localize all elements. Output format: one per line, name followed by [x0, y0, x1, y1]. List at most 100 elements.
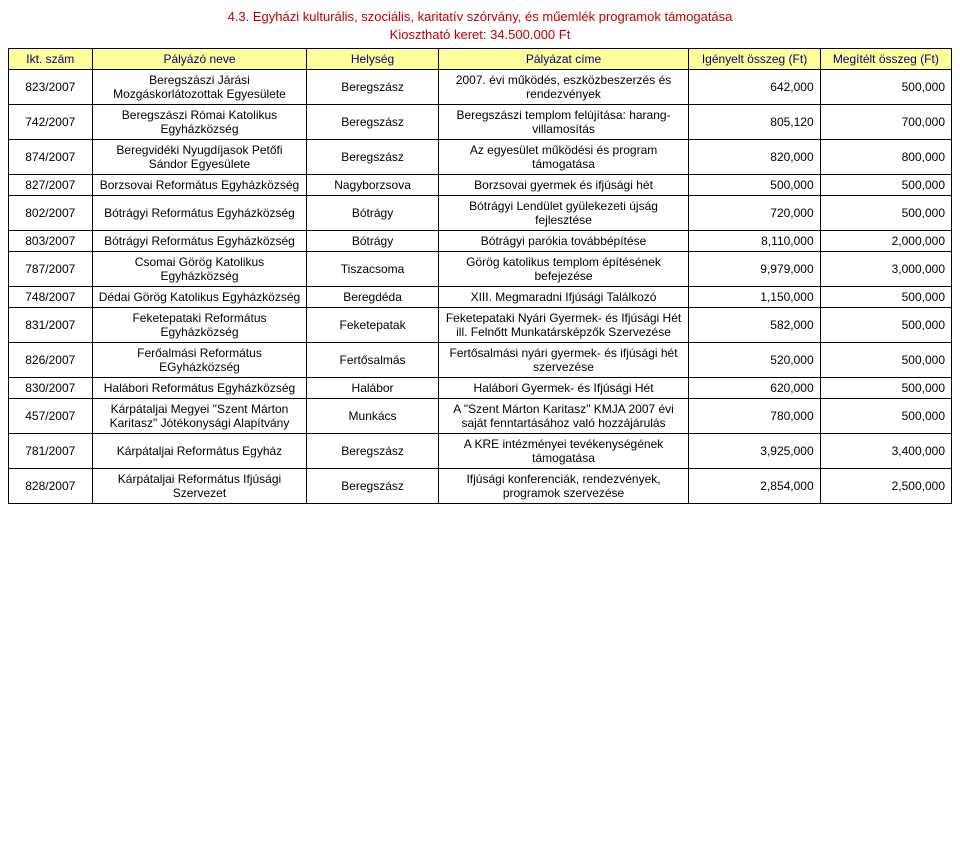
- cell-awarded: 500,000: [820, 196, 951, 231]
- cell-project: 2007. évi működés, eszközbeszerzés és re…: [438, 70, 689, 105]
- cell-location: Feketepatak: [307, 308, 438, 343]
- cell-id: 823/2007: [9, 70, 93, 105]
- cell-id: 830/2007: [9, 378, 93, 399]
- cell-name: Kárpátaljai Református Egyház: [92, 434, 307, 469]
- col-header-requested: Igényelt összeg (Ft): [689, 49, 820, 70]
- cell-requested: 642,000: [689, 70, 820, 105]
- cell-id: 457/2007: [9, 399, 93, 434]
- cell-location: Munkács: [307, 399, 438, 434]
- cell-name: Dédai Görög Katolikus Egyházközség: [92, 287, 307, 308]
- cell-requested: 620,000: [689, 378, 820, 399]
- cell-awarded: 500,000: [820, 378, 951, 399]
- cell-requested: 820,000: [689, 140, 820, 175]
- cell-id: 828/2007: [9, 469, 93, 504]
- cell-awarded: 500,000: [820, 287, 951, 308]
- cell-requested: 8,110,000: [689, 231, 820, 252]
- cell-name: Beregvidéki Nyugdíjasok Petőfi Sándor Eg…: [92, 140, 307, 175]
- cell-location: Beregszász: [307, 140, 438, 175]
- grants-table: Ikt. szám Pályázó neve Helység Pályázat …: [8, 48, 952, 504]
- table-row: 803/2007Bótrágyi Református Egyházközség…: [9, 231, 952, 252]
- cell-name: Kárpátaljai Református Ifjúsági Szerveze…: [92, 469, 307, 504]
- cell-id: 874/2007: [9, 140, 93, 175]
- cell-name: Csomai Görög Katolikus Egyházközség: [92, 252, 307, 287]
- cell-name: Kárpátaljai Megyei "Szent Márton Karitas…: [92, 399, 307, 434]
- cell-project: Az egyesület működési és program támogat…: [438, 140, 689, 175]
- table-row: 830/2007Halábori Református Egyházközség…: [9, 378, 952, 399]
- cell-awarded: 500,000: [820, 399, 951, 434]
- cell-project: XIII. Megmaradni Ifjúsági Találkozó: [438, 287, 689, 308]
- cell-awarded: 500,000: [820, 343, 951, 378]
- cell-location: Bótrágy: [307, 196, 438, 231]
- table-row: 823/2007Beregszászi Járási Mozgáskorláto…: [9, 70, 952, 105]
- cell-id: 831/2007: [9, 308, 93, 343]
- col-header-id: Ikt. szám: [9, 49, 93, 70]
- cell-awarded: 700,000: [820, 105, 951, 140]
- cell-awarded: 500,000: [820, 308, 951, 343]
- cell-requested: 3,925,000: [689, 434, 820, 469]
- table-row: 831/2007Feketepataki Református Egyházkö…: [9, 308, 952, 343]
- page-title: 4.3. Egyházi kulturális, szociális, kari…: [8, 8, 952, 44]
- cell-location: Nagyborzsova: [307, 175, 438, 196]
- cell-project: Halábori Gyermek- és Ifjúsági Hét: [438, 378, 689, 399]
- cell-name: Feketepataki Református Egyházközség: [92, 308, 307, 343]
- cell-name: Ferőalmási Református EGyházközség: [92, 343, 307, 378]
- cell-awarded: 800,000: [820, 140, 951, 175]
- cell-requested: 500,000: [689, 175, 820, 196]
- cell-id: 748/2007: [9, 287, 93, 308]
- table-row: 874/2007Beregvidéki Nyugdíjasok Petőfi S…: [9, 140, 952, 175]
- cell-id: 826/2007: [9, 343, 93, 378]
- cell-project: A "Szent Márton Karitasz" KMJA 2007 évi …: [438, 399, 689, 434]
- cell-project: Görög katolikus templom építésének befej…: [438, 252, 689, 287]
- cell-awarded: 3,000,000: [820, 252, 951, 287]
- table-row: 748/2007Dédai Görög Katolikus Egyházközs…: [9, 287, 952, 308]
- cell-name: Halábori Református Egyházközség: [92, 378, 307, 399]
- col-header-name: Pályázó neve: [92, 49, 307, 70]
- cell-project: Ifjúsági konferenciák, rendezvények, pro…: [438, 469, 689, 504]
- cell-id: 802/2007: [9, 196, 93, 231]
- cell-location: Beregszász: [307, 105, 438, 140]
- cell-name: Bótrágyi Református Egyházközség: [92, 196, 307, 231]
- title-line-2: Kiosztható keret: 34.500.000 Ft: [390, 27, 571, 42]
- table-row: 742/2007Beregszászi Római Katolikus Egyh…: [9, 105, 952, 140]
- cell-awarded: 3,400,000: [820, 434, 951, 469]
- cell-name: Beregszászi Római Katolikus Egyházközség: [92, 105, 307, 140]
- table-row: 457/2007Kárpátaljai Megyei "Szent Márton…: [9, 399, 952, 434]
- cell-awarded: 2,000,000: [820, 231, 951, 252]
- cell-requested: 780,000: [689, 399, 820, 434]
- table-row: 781/2007Kárpátaljai Református EgyházBer…: [9, 434, 952, 469]
- col-header-awarded: Megítélt összeg (Ft): [820, 49, 951, 70]
- cell-awarded: 2,500,000: [820, 469, 951, 504]
- cell-project: A KRE intézményei tevékenységének támoga…: [438, 434, 689, 469]
- table-row: 828/2007Kárpátaljai Református Ifjúsági …: [9, 469, 952, 504]
- cell-id: 742/2007: [9, 105, 93, 140]
- cell-requested: 720,000: [689, 196, 820, 231]
- cell-awarded: 500,000: [820, 70, 951, 105]
- cell-awarded: 500,000: [820, 175, 951, 196]
- cell-location: Halábor: [307, 378, 438, 399]
- cell-location: Beregszász: [307, 469, 438, 504]
- cell-name: Bótrágyi Református Egyházközség: [92, 231, 307, 252]
- title-line-1: 4.3. Egyházi kulturális, szociális, kari…: [228, 9, 733, 24]
- table-header-row: Ikt. szám Pályázó neve Helység Pályázat …: [9, 49, 952, 70]
- cell-project: Bótrágyi parókia továbbépítése: [438, 231, 689, 252]
- table-row: 827/2007Borzsovai Református Egyházközsé…: [9, 175, 952, 196]
- cell-location: Tiszacsoma: [307, 252, 438, 287]
- cell-id: 787/2007: [9, 252, 93, 287]
- cell-project: Beregszászi templom felújítása: harang-v…: [438, 105, 689, 140]
- cell-id: 803/2007: [9, 231, 93, 252]
- table-row: 787/2007Csomai Görög Katolikus Egyházköz…: [9, 252, 952, 287]
- cell-location: Beregdéda: [307, 287, 438, 308]
- cell-project: Borzsovai gyermek és ifjúsági hét: [438, 175, 689, 196]
- cell-id: 781/2007: [9, 434, 93, 469]
- table-row: 802/2007Bótrágyi Református Egyházközség…: [9, 196, 952, 231]
- cell-location: Beregszász: [307, 434, 438, 469]
- table-row: 826/2007Ferőalmási Református EGyházközs…: [9, 343, 952, 378]
- cell-project: Feketepataki Nyári Gyermek- és Ifjúsági …: [438, 308, 689, 343]
- col-header-location: Helység: [307, 49, 438, 70]
- cell-requested: 2,854,000: [689, 469, 820, 504]
- cell-name: Borzsovai Református Egyházközség: [92, 175, 307, 196]
- cell-requested: 520,000: [689, 343, 820, 378]
- cell-location: Fertősalmás: [307, 343, 438, 378]
- cell-project: Bótrágyi Lendület gyülekezeti újság fejl…: [438, 196, 689, 231]
- cell-requested: 805,120: [689, 105, 820, 140]
